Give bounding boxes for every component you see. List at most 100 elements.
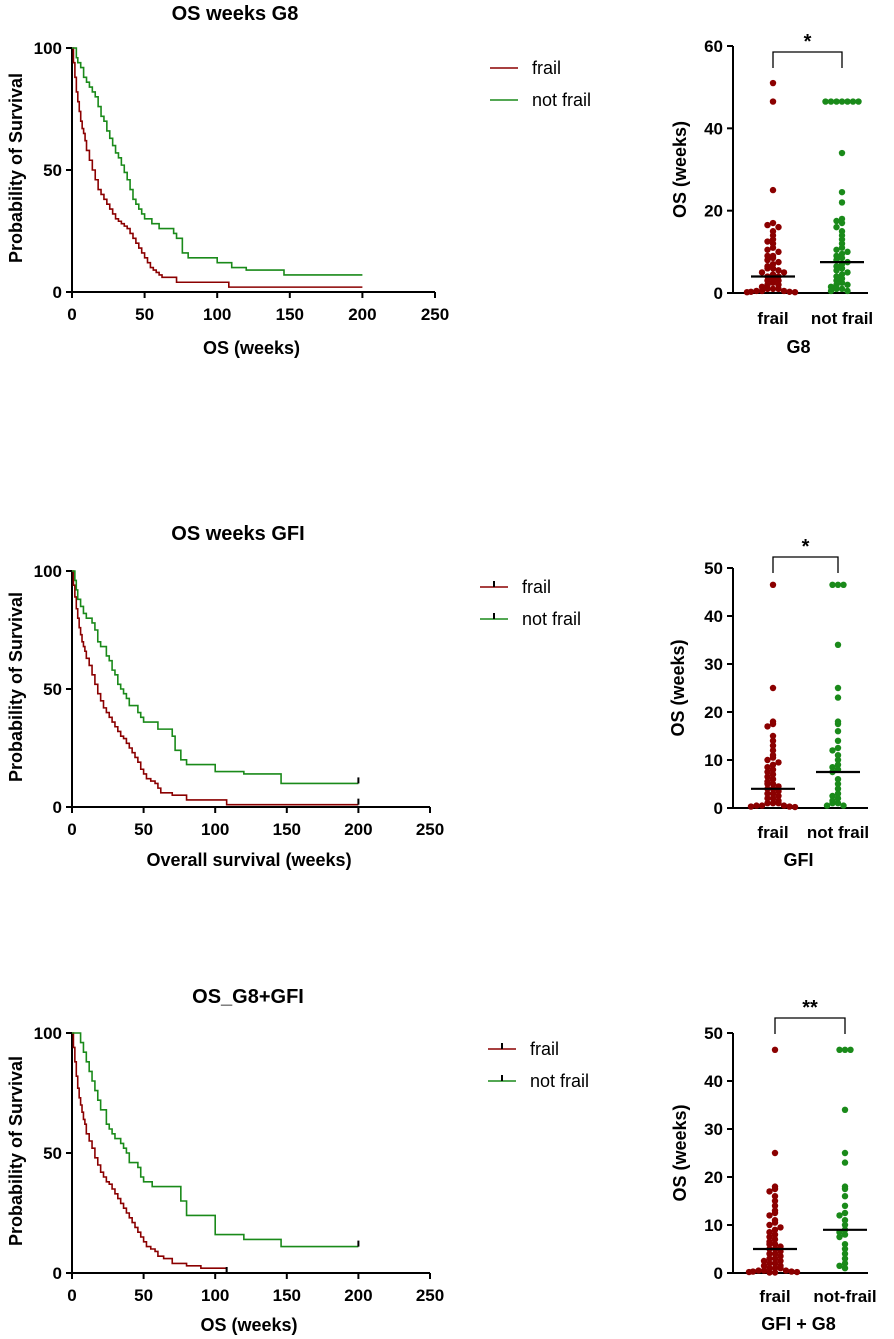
x-tick-label: 200 bbox=[344, 1286, 372, 1305]
dot-plot-2: 0 10 20 30 40 50 OS (weeks) frail not frail GFI * bbox=[668, 536, 869, 870]
data-point bbox=[786, 803, 793, 810]
data-point bbox=[841, 1255, 849, 1262]
data-point bbox=[793, 1268, 801, 1276]
data-point bbox=[834, 785, 842, 792]
data-point bbox=[766, 1188, 773, 1195]
data-point bbox=[786, 288, 793, 295]
data-point bbox=[777, 1224, 784, 1231]
data-point bbox=[771, 1185, 779, 1193]
data-point bbox=[838, 285, 846, 293]
data-point bbox=[758, 802, 766, 809]
data-point bbox=[841, 1185, 849, 1193]
data-point bbox=[764, 795, 771, 802]
significance-bracket bbox=[772, 556, 839, 573]
x-tick-label: 250 bbox=[416, 1286, 444, 1305]
data-point bbox=[769, 254, 777, 262]
category-label: not frail bbox=[807, 823, 869, 842]
data-point bbox=[764, 800, 771, 807]
data-point bbox=[780, 802, 788, 809]
data-point bbox=[775, 792, 782, 800]
data-point bbox=[834, 800, 842, 807]
x-axis-title: OS (weeks) bbox=[200, 1315, 297, 1335]
data-point bbox=[834, 581, 842, 588]
y-axis-title: OS (weeks) bbox=[668, 639, 688, 736]
km-curve-frail bbox=[72, 1032, 228, 1273]
data-point bbox=[764, 773, 771, 780]
data-point bbox=[855, 98, 862, 105]
data-point bbox=[827, 98, 835, 105]
x-tick-label: 0 bbox=[67, 305, 76, 324]
data-point bbox=[829, 747, 836, 754]
km-curve-not-frail bbox=[72, 570, 359, 785]
data-point bbox=[840, 802, 847, 809]
data-point bbox=[769, 581, 777, 588]
data-point bbox=[834, 728, 842, 735]
x-tick-label: 100 bbox=[201, 820, 229, 839]
data-point bbox=[841, 1231, 849, 1238]
data-point bbox=[841, 1241, 849, 1248]
data-point bbox=[764, 238, 771, 245]
legend-label: frail bbox=[530, 1039, 559, 1059]
data-point bbox=[758, 269, 766, 276]
data-point bbox=[769, 98, 777, 105]
x-axis-title: OS (weeks) bbox=[203, 338, 300, 358]
km-chart-2: OS weeks GFI 0 50 100 150 200 250 0 50 100 Overall… bbox=[6, 523, 581, 870]
y-tick-label: 60 bbox=[704, 37, 723, 56]
data-point bbox=[775, 759, 782, 766]
data-point bbox=[780, 287, 788, 295]
y-axis-title: Probability of Survival bbox=[6, 73, 26, 263]
legend-label: not frail bbox=[532, 90, 591, 110]
data-point bbox=[769, 737, 777, 744]
data-point bbox=[834, 641, 842, 648]
y-tick-label: 0 bbox=[53, 798, 62, 817]
data-point bbox=[833, 98, 840, 105]
data-point bbox=[841, 1193, 849, 1200]
data-point bbox=[769, 244, 777, 251]
y-tick-label: 20 bbox=[704, 1168, 723, 1187]
y-tick-label: 0 bbox=[53, 1264, 62, 1283]
data-point bbox=[764, 768, 771, 776]
y-tick-label: 0 bbox=[714, 799, 723, 818]
data-point bbox=[771, 1219, 779, 1226]
data-point bbox=[775, 248, 782, 256]
y-tick-label: 100 bbox=[34, 1024, 62, 1043]
data-point bbox=[764, 764, 771, 771]
legend-label: frail bbox=[522, 577, 551, 597]
data-point bbox=[841, 1221, 849, 1229]
data-point bbox=[764, 221, 771, 229]
data-point bbox=[847, 1046, 854, 1054]
data-point bbox=[764, 780, 771, 788]
y-tick-label: 0 bbox=[714, 1264, 723, 1283]
x-tick-label: 200 bbox=[348, 305, 376, 324]
data-point bbox=[838, 244, 846, 251]
y-axis-title: OS (weeks) bbox=[670, 1104, 690, 1201]
x-axis-title: GFI + G8 bbox=[761, 1314, 836, 1334]
km-curve-frail bbox=[72, 47, 363, 288]
km-chart-3: OS_G8+GFI 0 50 100 150 200 250 0 50 100 OS (weeks)… bbox=[6, 986, 589, 1335]
significance-label: * bbox=[804, 31, 812, 53]
data-point bbox=[769, 720, 777, 728]
data-point bbox=[764, 790, 771, 797]
data-point bbox=[777, 1265, 784, 1272]
data-point bbox=[753, 802, 760, 809]
data-point bbox=[771, 1269, 779, 1276]
data-point bbox=[760, 1267, 768, 1274]
y-tick-label: 30 bbox=[704, 655, 723, 674]
x-tick-label: 250 bbox=[421, 305, 449, 324]
data-point bbox=[769, 684, 777, 692]
data-point bbox=[833, 223, 840, 231]
data-point bbox=[780, 269, 788, 276]
data-point bbox=[788, 1268, 795, 1275]
data-point bbox=[844, 248, 851, 256]
data-point bbox=[833, 217, 840, 225]
x-tick-label: 0 bbox=[67, 1286, 76, 1305]
data-point bbox=[764, 265, 771, 272]
data-point bbox=[791, 803, 799, 811]
data-point bbox=[775, 800, 782, 807]
data-point bbox=[841, 1106, 849, 1114]
category-label: frail bbox=[759, 1287, 790, 1306]
y-tick-label: 40 bbox=[704, 607, 723, 626]
category-label: not frail bbox=[811, 309, 873, 328]
